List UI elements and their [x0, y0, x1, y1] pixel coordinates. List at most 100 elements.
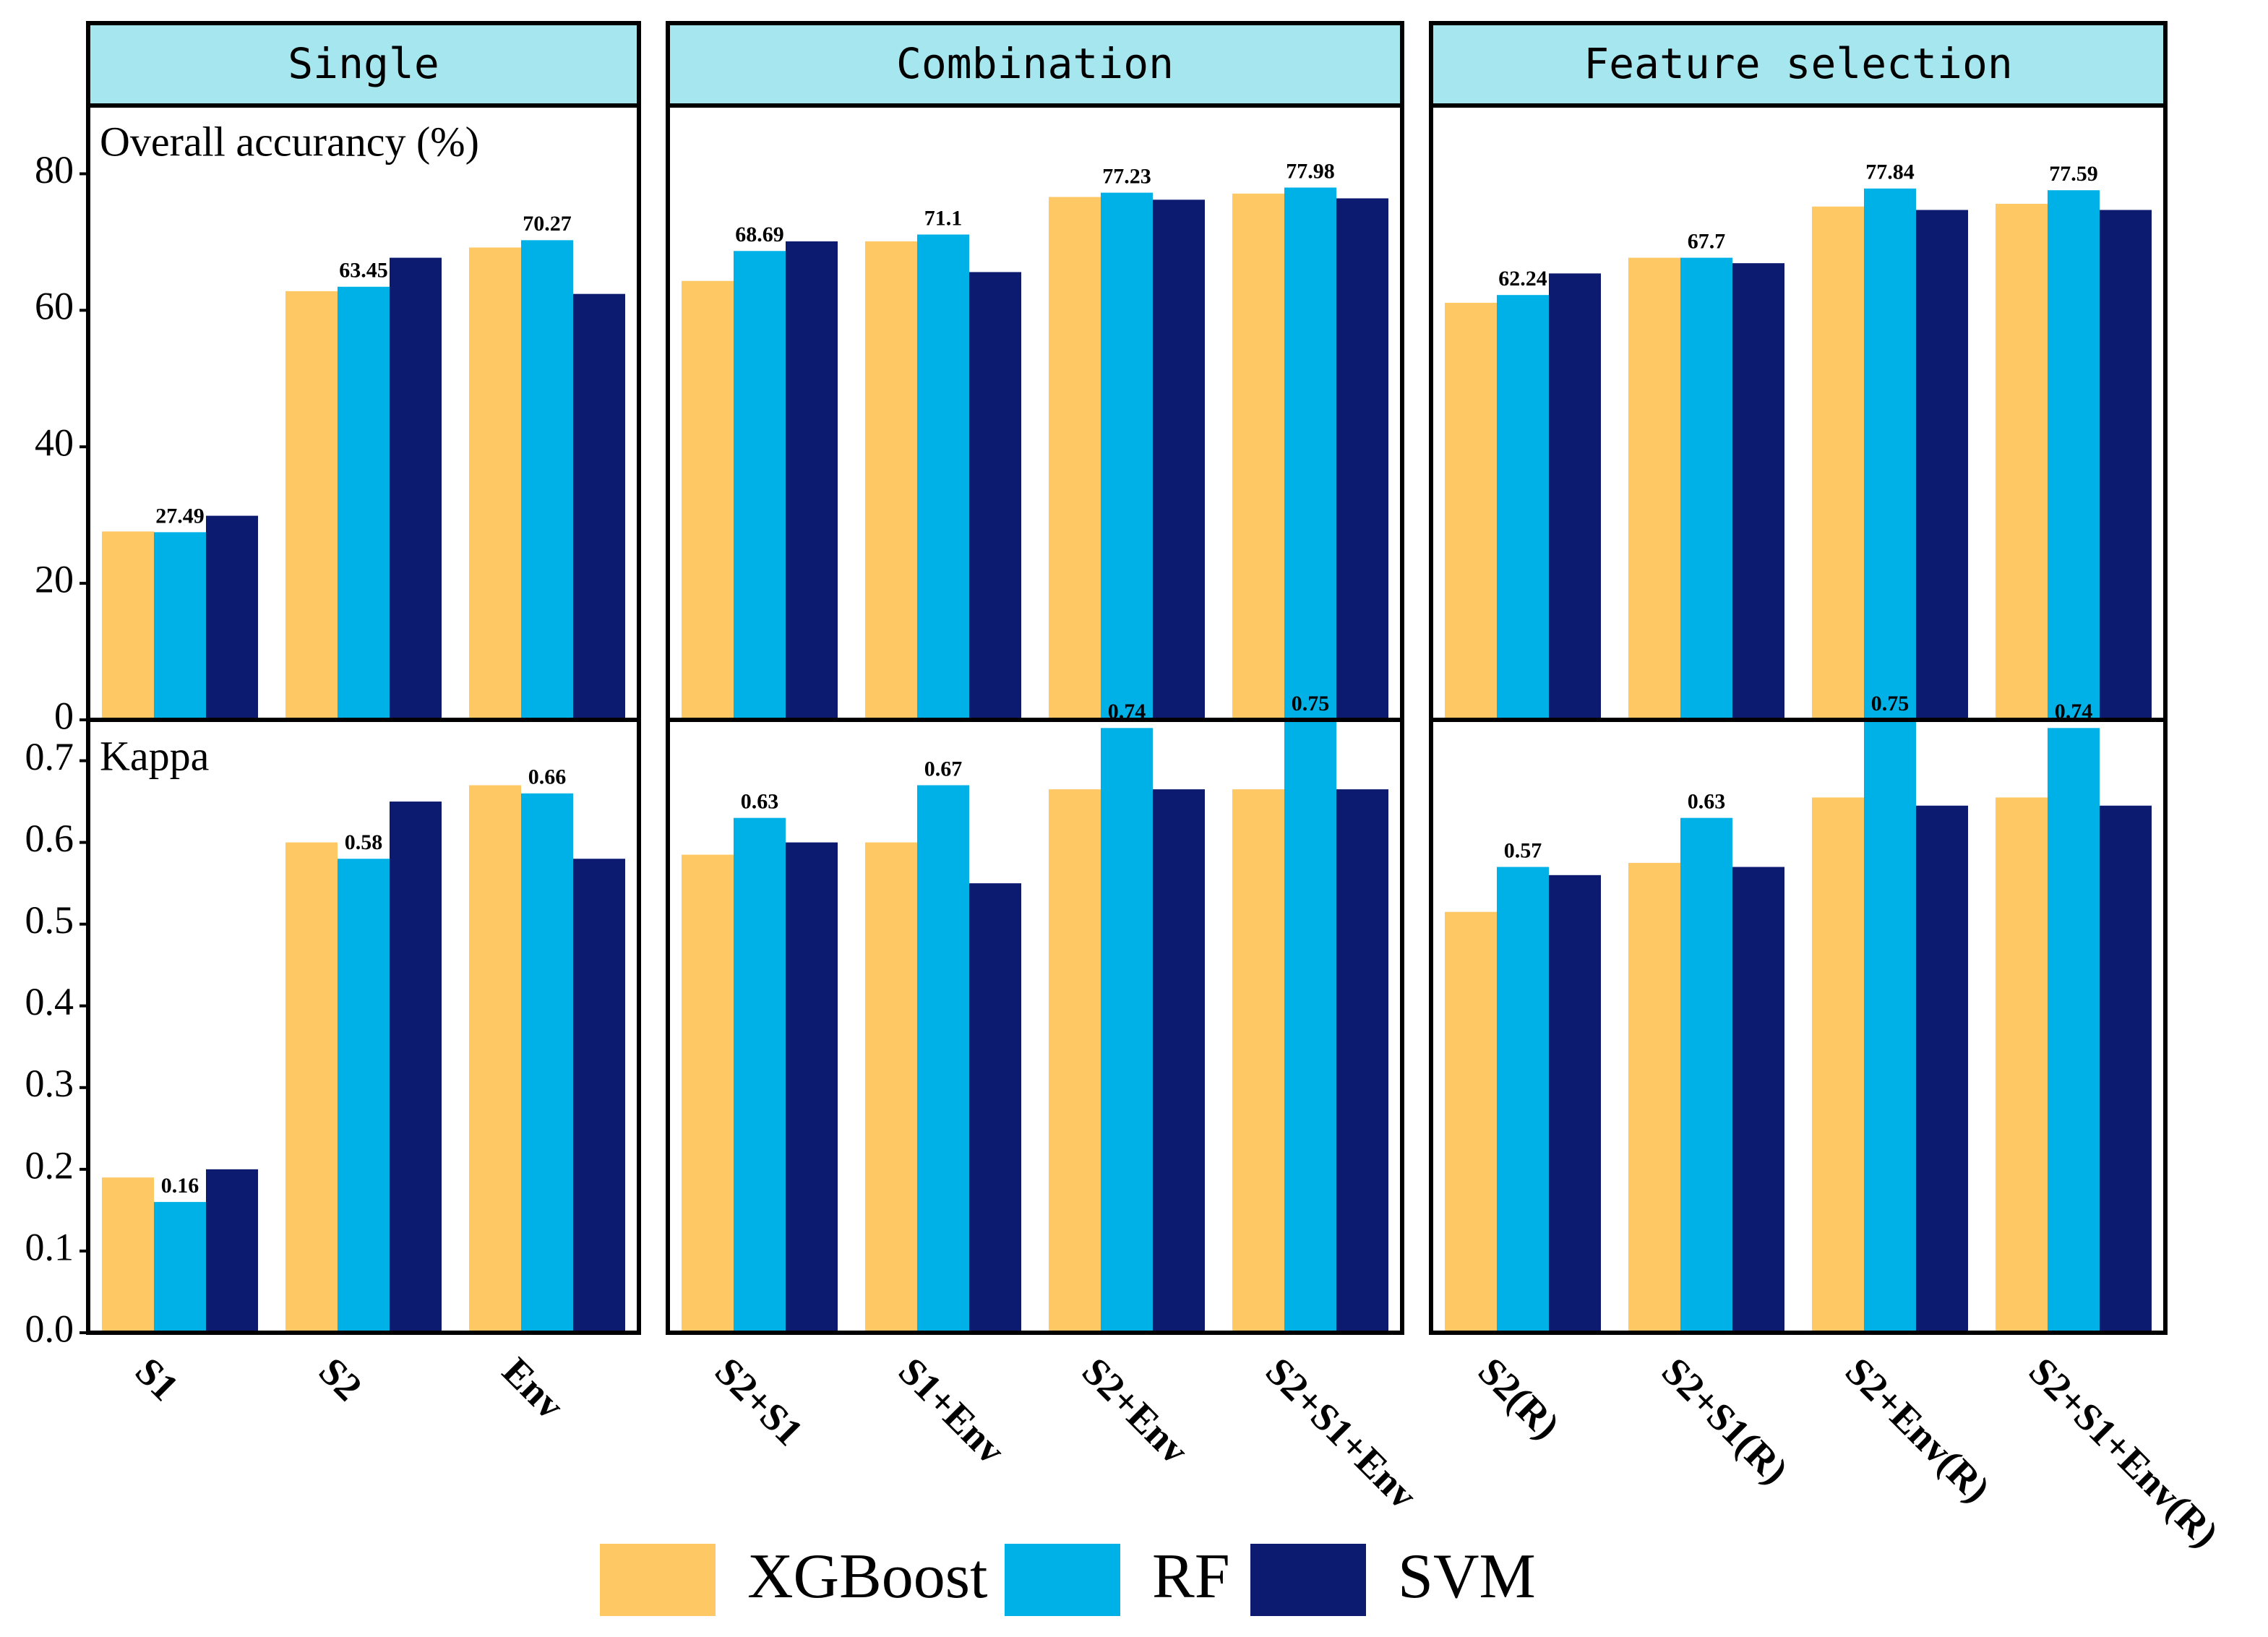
bar [969, 883, 1021, 1333]
x-tick-label: S2+Env [1074, 1349, 1197, 1472]
strip-title: Single [288, 39, 439, 88]
value-label: 0.57 [1504, 838, 1542, 862]
bar [1232, 789, 1284, 1333]
bar [1864, 720, 1916, 1333]
bar [1812, 206, 1864, 720]
bar [1732, 263, 1784, 721]
y-axis-label: Kappa [100, 732, 209, 779]
bar [573, 859, 625, 1333]
value-label: 0.67 [924, 757, 963, 781]
bar [285, 291, 338, 720]
value-label: 27.49 [155, 504, 205, 528]
bar [1916, 210, 1968, 720]
strip-title: Combination [896, 39, 1174, 88]
bar [865, 842, 917, 1333]
bar [682, 854, 734, 1333]
bar [1049, 789, 1101, 1333]
value-label: 63.45 [339, 259, 388, 283]
y-tick-label: 0.7 [25, 735, 74, 778]
value-label: 0.58 [345, 830, 383, 854]
value-label: 71.1 [924, 206, 963, 230]
y-tick-label: 0.5 [25, 898, 74, 942]
value-label: 0.63 [741, 790, 779, 814]
x-tick-label: S1+Env [890, 1349, 1013, 1472]
value-label: 0.75 [1871, 692, 1910, 716]
strip [1429, 21, 2168, 108]
value-label: 77.59 [2049, 162, 2098, 186]
bar [1497, 295, 1549, 721]
bar [1284, 720, 1336, 1333]
x-tick-label: S2 [311, 1349, 371, 1409]
y-tick-label: 0.1 [25, 1225, 74, 1268]
x-tick-label: S1 [127, 1349, 187, 1409]
bar [1284, 187, 1336, 720]
panel-frame [1429, 718, 2168, 1335]
bar [521, 793, 573, 1333]
legend-label: RF [1152, 1542, 1230, 1612]
bar [1101, 192, 1153, 720]
bar [102, 531, 154, 720]
y-tick-label: 0.2 [25, 1143, 74, 1187]
bar [1153, 789, 1205, 1333]
bar [338, 859, 390, 1333]
bar [469, 785, 521, 1333]
bar [154, 1202, 206, 1333]
bar [1996, 204, 2048, 720]
value-label: 0.16 [161, 1174, 199, 1198]
y-tick-label: 0.3 [25, 1062, 74, 1105]
bar [786, 842, 838, 1333]
bar [917, 785, 969, 1333]
bar [390, 802, 442, 1333]
x-tick-label: S2+S1 [707, 1349, 812, 1454]
legend-label: XGBoost [747, 1542, 988, 1612]
bar [1232, 193, 1284, 720]
legend-swatch [1005, 1544, 1120, 1616]
x-tick-label: S2+S1+Env(R) [2021, 1349, 2227, 1555]
x-tick-label: S2+S1(R) [1654, 1349, 1797, 1492]
panel-frame [666, 718, 1404, 1335]
bar [1628, 862, 1680, 1333]
value-label: 77.98 [1286, 159, 1335, 183]
y-tick-label: 20 [35, 558, 74, 601]
bar [786, 241, 838, 720]
bar [865, 241, 917, 720]
legend-label: SVM [1398, 1542, 1536, 1612]
bar [2100, 210, 2152, 720]
bar [102, 1177, 154, 1333]
bar [1812, 797, 1864, 1333]
x-tick-label: S2+S1+Env [1258, 1349, 1425, 1517]
bar [1680, 257, 1732, 721]
strip-title: Feature selection [1584, 39, 2013, 88]
bar [1916, 805, 1968, 1333]
bar [1497, 867, 1549, 1333]
bar [285, 842, 338, 1333]
value-label: 70.27 [523, 212, 572, 236]
legend-swatch [1250, 1544, 1366, 1616]
x-tick-label: S2+Env(R) [1837, 1349, 1998, 1511]
value-label: 67.7 [1688, 230, 1726, 254]
bar [206, 515, 258, 720]
y-tick-label: 0.6 [25, 817, 74, 860]
bar [2048, 190, 2100, 720]
strip [86, 21, 641, 108]
panel-frame [86, 718, 641, 1335]
bar [734, 817, 786, 1333]
bar [1049, 197, 1101, 720]
value-label: 62.24 [1498, 267, 1547, 291]
bar [734, 251, 786, 720]
bar [682, 280, 734, 720]
bar [2048, 728, 2100, 1333]
x-tick-label: S2(R) [1470, 1349, 1568, 1448]
y-tick-label: 40 [35, 421, 74, 465]
x-tick-label: Env [494, 1349, 572, 1427]
y-tick-label: 80 [35, 148, 74, 192]
bar [1101, 728, 1153, 1333]
bar [969, 272, 1021, 720]
bar [469, 247, 521, 720]
bar [1680, 817, 1732, 1333]
bar [206, 1169, 258, 1333]
bar [1628, 257, 1680, 721]
bar [1864, 188, 1916, 720]
